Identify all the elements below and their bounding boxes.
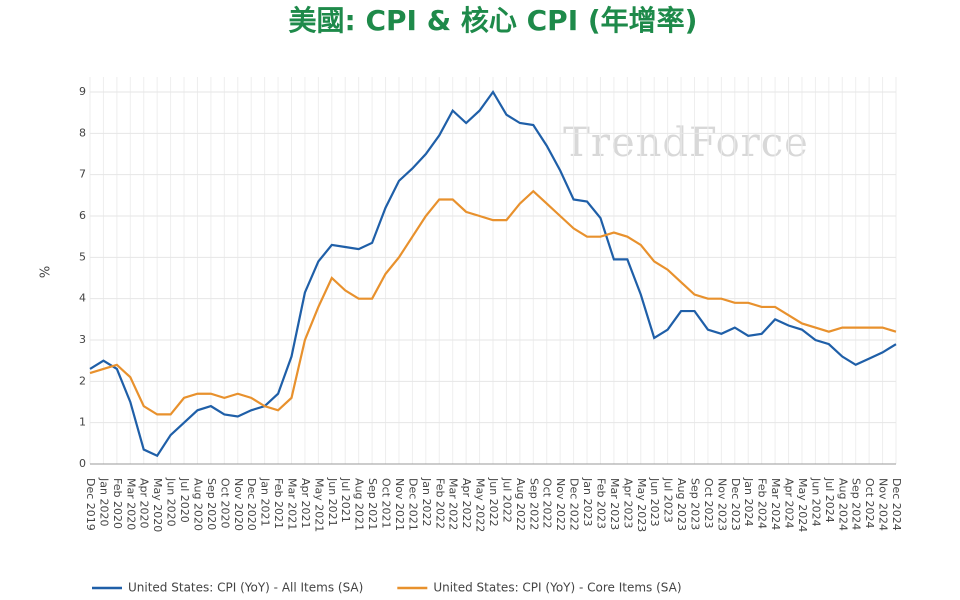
x-tick-label: May 2021 (312, 478, 325, 532)
x-tick-label: Oct 2021 (380, 478, 393, 529)
x-tick-label: Oct 2023 (702, 478, 715, 529)
x-tick-label: Sep 2024 (850, 478, 863, 530)
y-tick-label: 7 (79, 168, 86, 181)
y-tick-label: 1 (79, 416, 86, 429)
x-tick-label: Apr 2021 (299, 478, 312, 529)
x-tick-label: Dec 2021 (406, 478, 419, 531)
x-tick-label: Apr 2023 (621, 478, 634, 529)
x-tick-label: Feb 2023 (594, 478, 607, 529)
x-tick-label: Aug 2020 (191, 478, 204, 531)
x-tick-label: Jan 2020 (97, 477, 110, 526)
x-tick-label: Jun 2021 (326, 477, 339, 527)
y-tick-label: 9 (79, 85, 86, 98)
x-tick-label: May 2024 (796, 478, 809, 532)
x-tick-label: Nov 2021 (393, 478, 406, 531)
x-tick-label: Sep 2020 (205, 478, 218, 530)
x-tick-label: Nov 2022 (554, 478, 567, 531)
x-tick-label: Jul 2020 (178, 477, 191, 523)
x-tick-label: Aug 2022 (514, 478, 527, 531)
x-tick-label: May 2020 (151, 478, 164, 532)
legend-label: United States: CPI (YoY) - Core Items (S… (433, 581, 681, 595)
series-line (89, 189, 897, 416)
x-tick-label: Dec 2024 (890, 478, 903, 531)
x-tick-label: Dec 2019 (84, 478, 97, 531)
x-tick-label: Apr 2022 (460, 478, 473, 529)
x-tick-label: Dec 2022 (568, 478, 581, 531)
x-tick-label: Jan 2023 (581, 477, 594, 526)
x-tick-label: May 2023 (635, 478, 648, 532)
watermark: TrendForce (563, 120, 809, 166)
x-tick-label: Feb 2021 (272, 478, 285, 529)
x-tick-label: Dec 2020 (245, 478, 258, 531)
x-tick-label: Jun 2023 (648, 477, 661, 527)
legend-label: United States: CPI (YoY) - All Items (SA… (128, 581, 363, 595)
x-tick-label: Feb 2024 (756, 478, 769, 529)
x-tick-label: Jan 2024 (742, 477, 755, 526)
y-tick-label: 0 (79, 457, 86, 470)
x-tick-label: Aug 2023 (675, 478, 688, 531)
y-tick-label: 2 (79, 374, 86, 387)
x-tick-label: Aug 2024 (836, 478, 849, 531)
x-tick-label: Jun 2022 (487, 477, 500, 527)
x-tick-label: Jun 2024 (809, 477, 822, 527)
x-tick-label: Jul 2022 (500, 477, 513, 523)
x-tick-label: Jun 2020 (165, 477, 178, 527)
x-tick-label: Sep 2022 (527, 478, 540, 530)
x-tick-label: Mar 2020 (124, 478, 137, 530)
x-tick-label: Jul 2024 (823, 477, 836, 523)
x-tick-label: Sep 2023 (689, 478, 702, 530)
x-tick-label: Mar 2021 (286, 478, 299, 530)
x-tick-label: Feb 2022 (433, 478, 446, 529)
x-tick-label: Sep 2021 (366, 478, 379, 530)
x-tick-label: Apr 2024 (783, 478, 796, 529)
x-tick-label: Oct 2022 (541, 478, 554, 529)
x-tick-label: Jan 2021 (259, 477, 272, 526)
x-tick-label: Jul 2021 (339, 477, 352, 523)
x-tick-label: Mar 2024 (769, 478, 782, 530)
x-tick-label: Nov 2023 (715, 478, 728, 531)
x-tick-label: Apr 2020 (138, 478, 151, 529)
y-tick-label: 6 (79, 209, 86, 222)
chart-title: 美國: CPI & 核心 CPI (年增率) (289, 4, 698, 37)
x-tick-label: Oct 2024 (863, 478, 876, 529)
x-tick-label: Dec 2023 (729, 478, 742, 531)
y-tick-label: 8 (79, 126, 86, 139)
x-tick-label: Nov 2024 (877, 478, 890, 531)
y-tick-label: 4 (79, 292, 86, 305)
x-tick-label: Jan 2022 (420, 477, 433, 526)
x-tick-label: Aug 2021 (353, 478, 366, 531)
x-tick-label: Mar 2022 (447, 478, 460, 530)
x-tick-label: Jul 2023 (662, 477, 675, 523)
x-tick-label: May 2022 (474, 478, 487, 532)
y-tick-label: 3 (79, 333, 86, 346)
x-tick-label: Feb 2020 (111, 478, 124, 529)
y-axis-label: % (39, 266, 54, 278)
series-line (89, 89, 897, 458)
y-tick-label: 5 (79, 250, 86, 263)
x-tick-label: Nov 2020 (232, 478, 245, 531)
x-tick-label: Oct 2020 (218, 478, 231, 529)
x-tick-label: Mar 2023 (608, 478, 621, 530)
